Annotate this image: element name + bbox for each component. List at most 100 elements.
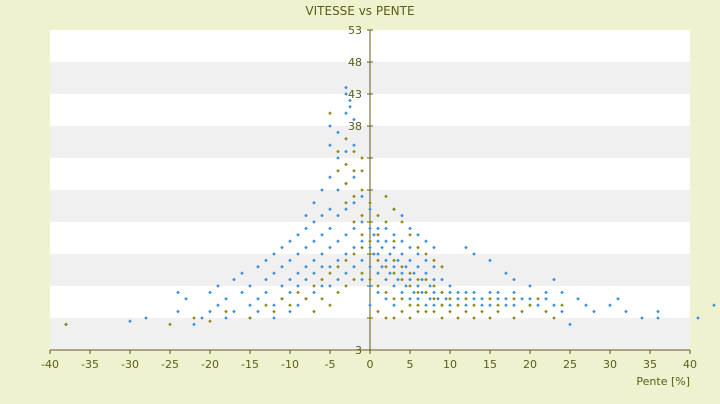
data-point-1 [464,245,468,250]
data-point-1 [608,303,612,307]
data-point-2 [544,309,548,314]
data-point-2 [336,290,340,295]
data-point-2 [400,220,404,224]
data-point-1 [400,239,404,243]
data-point-2 [408,233,412,237]
data-point-1 [144,316,148,320]
data-point-1 [352,143,356,147]
data-point-1 [296,252,300,256]
data-point-1 [208,290,212,295]
data-point-2 [272,309,276,314]
data-point-2 [440,265,444,269]
data-point-2 [424,252,428,256]
data-point-1 [312,258,316,263]
data-point-1 [384,258,388,263]
data-point-2 [376,233,380,237]
data-point-2 [488,316,492,320]
data-point-2 [464,309,468,314]
data-point-2 [496,309,500,314]
data-point-2 [456,303,460,307]
data-point-1 [488,258,492,263]
data-point-2 [416,303,420,307]
y-tick-label: 3 [355,344,362,357]
data-point-2 [408,303,412,307]
data-point-2 [432,258,436,263]
data-point-1 [184,297,188,301]
data-point-1 [296,284,300,288]
data-point-1 [352,245,356,250]
x-tick-label: -10 [281,358,299,371]
data-point-1 [344,233,348,237]
data-point-2 [416,290,420,295]
data-point-1 [328,265,332,269]
data-point-2 [432,297,436,301]
data-point-1 [176,290,180,295]
data-point-1 [444,297,448,301]
data-point-2 [344,162,348,167]
data-point-1 [368,245,372,250]
data-point-2 [384,194,388,199]
data-point-2 [512,316,516,320]
data-point-1 [376,290,380,295]
data-point-2 [448,309,452,314]
data-point-2 [464,297,468,301]
data-point-2 [408,316,412,320]
data-point-1 [264,290,268,295]
data-point-1 [400,252,404,256]
data-point-1 [472,290,476,295]
data-point-1 [352,226,356,231]
x-tick-label: 0 [367,358,374,371]
data-point-2 [472,316,476,320]
data-point-1 [336,130,340,135]
data-point-2 [320,277,324,282]
data-point-1 [248,284,252,288]
x-tick-label: 15 [483,358,497,371]
x-tick-label: -5 [325,358,336,371]
data-point-1 [560,309,564,314]
data-point-1 [348,98,352,103]
data-point-1 [520,297,524,301]
data-point-2 [336,265,340,269]
data-point-1 [368,303,372,307]
data-point-2 [424,277,428,282]
data-point-1 [480,303,484,307]
data-point-2 [352,149,356,154]
x-tick-label: 30 [603,358,617,371]
data-point-1 [512,277,516,282]
data-point-2 [560,303,564,307]
data-point-1 [328,143,332,147]
data-point-1 [280,284,284,288]
data-point-1 [288,258,292,263]
data-point-2 [352,277,356,282]
data-point-1 [304,245,308,250]
data-point-1 [392,245,396,250]
data-point-1 [288,239,292,243]
data-point-1 [360,277,364,282]
data-point-2 [512,297,516,301]
data-point-1 [328,226,332,231]
data-point-1 [392,303,396,307]
data-point-2 [392,207,396,211]
data-point-1 [592,309,596,314]
data-point-1 [352,201,356,205]
data-point-1 [336,239,340,243]
data-point-2 [400,277,404,282]
data-point-1 [400,290,404,295]
data-point-1 [272,316,276,320]
data-point-1 [464,303,468,307]
data-point-1 [552,277,556,282]
data-point-1 [464,290,468,295]
data-point-1 [224,297,228,301]
data-point-2 [352,194,356,199]
data-point-1 [192,322,196,327]
data-point-1 [200,316,204,320]
data-point-1 [336,258,340,263]
data-point-1 [320,213,324,218]
data-point-2 [376,213,380,218]
data-point-1 [400,213,404,218]
data-point-2 [264,303,268,307]
data-point-1 [344,252,348,256]
data-point-1 [408,297,412,301]
